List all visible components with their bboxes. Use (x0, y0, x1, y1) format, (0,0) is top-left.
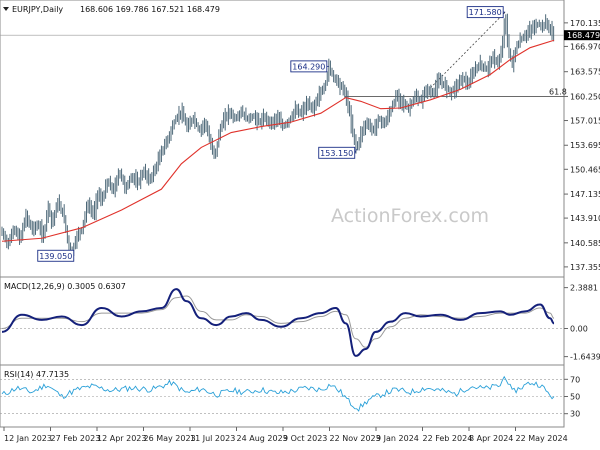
macd-tick-label: 2.3881 (570, 284, 598, 293)
price-tick-label: 160.250 (570, 92, 600, 101)
rsi-tick-label: 30 (570, 410, 580, 419)
price-tick-label: 153.695 (570, 141, 600, 150)
rsi-tick-label: 50 (570, 393, 580, 402)
ma-line (1, 39, 555, 242)
macd-tick-label: 0.00 (570, 324, 588, 333)
x-tick-label: 9 Oct 2023 (283, 434, 327, 443)
watermark: ActionForex.com (331, 205, 489, 227)
price-tick-label: 137.355 (570, 263, 600, 272)
x-tick-label: 27 Feb 2023 (51, 434, 101, 443)
macd-tick-label: -1.6439 (570, 353, 600, 362)
price-tick-label: 170.135 (570, 19, 600, 28)
x-tick-label: 22 Nov 2023 (330, 434, 381, 443)
rsi-label: RSI(14) 47.7135 (4, 370, 69, 379)
price-annotations: 139.050 164.290 153.150 171.580 (37, 6, 506, 262)
price-series (1, 13, 555, 259)
price-tick-label: 166.970 (570, 42, 600, 51)
macd-series: 2.3881 0.00 -1.6439 (0, 284, 600, 362)
annotation-box (318, 146, 356, 159)
annotation-box (37, 249, 75, 262)
rsi-tick-label: 70 (570, 375, 580, 384)
annotation-label: 153.150 (320, 149, 353, 158)
dropdown-arrow-icon[interactable] (3, 7, 9, 11)
x-tick-label: 24 Aug 2023 (237, 434, 288, 443)
macd-label: MACD(12,26,9) 0.3005 0.6307 (4, 282, 126, 291)
x-tick-label: 12 Apr 2023 (97, 434, 146, 443)
rsi-series: 70 50 30 (0, 375, 580, 419)
price-axis: 170.135 166.970 163.575 160.250 157.015 153.6… (0, 11, 600, 272)
moving-average (1, 39, 555, 242)
price-tick-label: 157.015 (570, 117, 600, 126)
macd-panel (0, 276, 565, 366)
x-tick-label: 8 Apr 2024 (469, 434, 513, 443)
current-price-box (564, 30, 600, 41)
rsi-panel (0, 364, 565, 428)
macd-signal-line (1, 295, 555, 348)
ohlc-values: 168.606 169.786 167.521 168.479 (80, 5, 220, 14)
price-tick-label: 143.910 (570, 214, 600, 223)
x-tick-label: 26 May 2023 (144, 434, 196, 443)
annotation-label: 171.580 (469, 8, 502, 17)
fib-label: 61.8 (549, 87, 567, 96)
price-tick-label: 147.135 (570, 190, 600, 199)
x-tick-label: 12 Jan 2023 (4, 434, 52, 443)
annotation-label: 164.290 (292, 62, 325, 71)
macd-line (1, 288, 555, 357)
symbol-label: EURJPY,Daily (12, 5, 63, 14)
x-tick-label: 22 May 2024 (516, 434, 568, 443)
x-tick-label: 9 Jan 2024 (376, 434, 419, 443)
current-price-label: 168.479 (567, 31, 600, 40)
price-tick-label: 163.575 (570, 68, 600, 77)
price-panel (0, 0, 565, 278)
annotation-box (290, 60, 328, 73)
price-tick-label: 150.465 (570, 165, 600, 174)
annotation-box (466, 6, 504, 19)
rsi-line (1, 375, 555, 412)
x-tick-label: 22 Feb 2024 (423, 434, 473, 443)
x-tick-label: 11 Jul 2023 (190, 434, 235, 443)
annotation-label: 139.050 (39, 252, 72, 261)
trend-line (430, 11, 506, 89)
price-tick-label: 140.585 (570, 239, 600, 248)
